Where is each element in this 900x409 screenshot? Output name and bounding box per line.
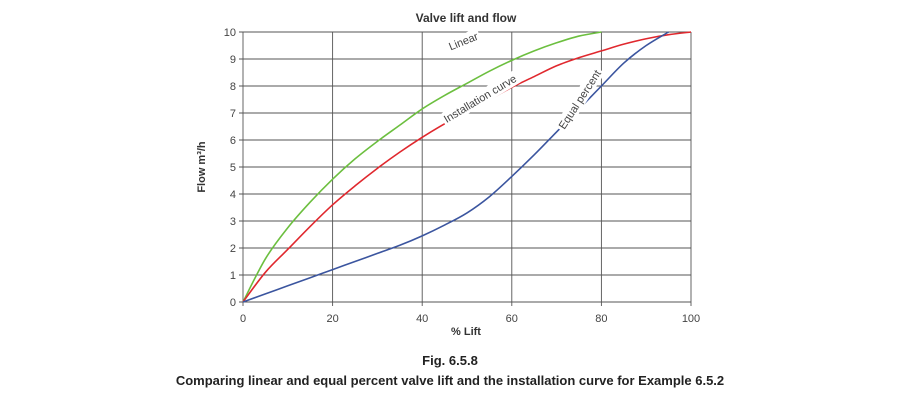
- y-tick-label: 10: [224, 27, 236, 39]
- annotation-background: [444, 28, 482, 55]
- y-tick-label: 7: [230, 108, 236, 120]
- series-line-linear: [242, 31, 602, 303]
- x-tick-label: 80: [595, 313, 607, 325]
- x-tick-label: 20: [326, 313, 338, 325]
- annotation-label: Installation curve: [442, 73, 519, 126]
- y-tick-label: 9: [230, 54, 236, 66]
- y-tick-label: 6: [230, 135, 236, 147]
- y-tick-label: 5: [230, 162, 236, 174]
- annotation-label: Equal percent: [557, 68, 604, 131]
- chart-area: Valve lift and flow 0 1 2 3 4 5 6 7 8 9 10 0 20 40 60 8…: [196, 11, 700, 338]
- x-tick-label: 60: [506, 313, 518, 325]
- x-tick-label: 40: [416, 313, 428, 325]
- y-tick-label: 2: [230, 243, 236, 255]
- y-tick-label: 3: [230, 216, 236, 228]
- annotation-equal-percent: Equal percent: [554, 65, 606, 134]
- figure-number: Fig. 6.5.8: [422, 353, 478, 368]
- series-line-equal-percent: [242, 31, 670, 303]
- annotation-background: [554, 65, 606, 134]
- y-axis-label: Flow m³/h: [196, 141, 208, 193]
- annotation-background: [439, 70, 521, 127]
- annotation-installation-curve: Installation curve: [439, 70, 521, 127]
- x-axis-label: % Lift: [451, 326, 481, 338]
- chart-title: Valve lift and flow: [416, 11, 517, 25]
- y-tick-label: 4: [230, 189, 236, 201]
- y-tick-label: 8: [230, 81, 236, 93]
- x-tick-label: 100: [682, 313, 700, 325]
- x-tick-label: 0: [240, 313, 246, 325]
- figure-caption: Comparing linear and equal percent valve…: [175, 373, 725, 388]
- y-tick-label: 0: [230, 297, 236, 309]
- y-tick-label: 1: [230, 270, 236, 282]
